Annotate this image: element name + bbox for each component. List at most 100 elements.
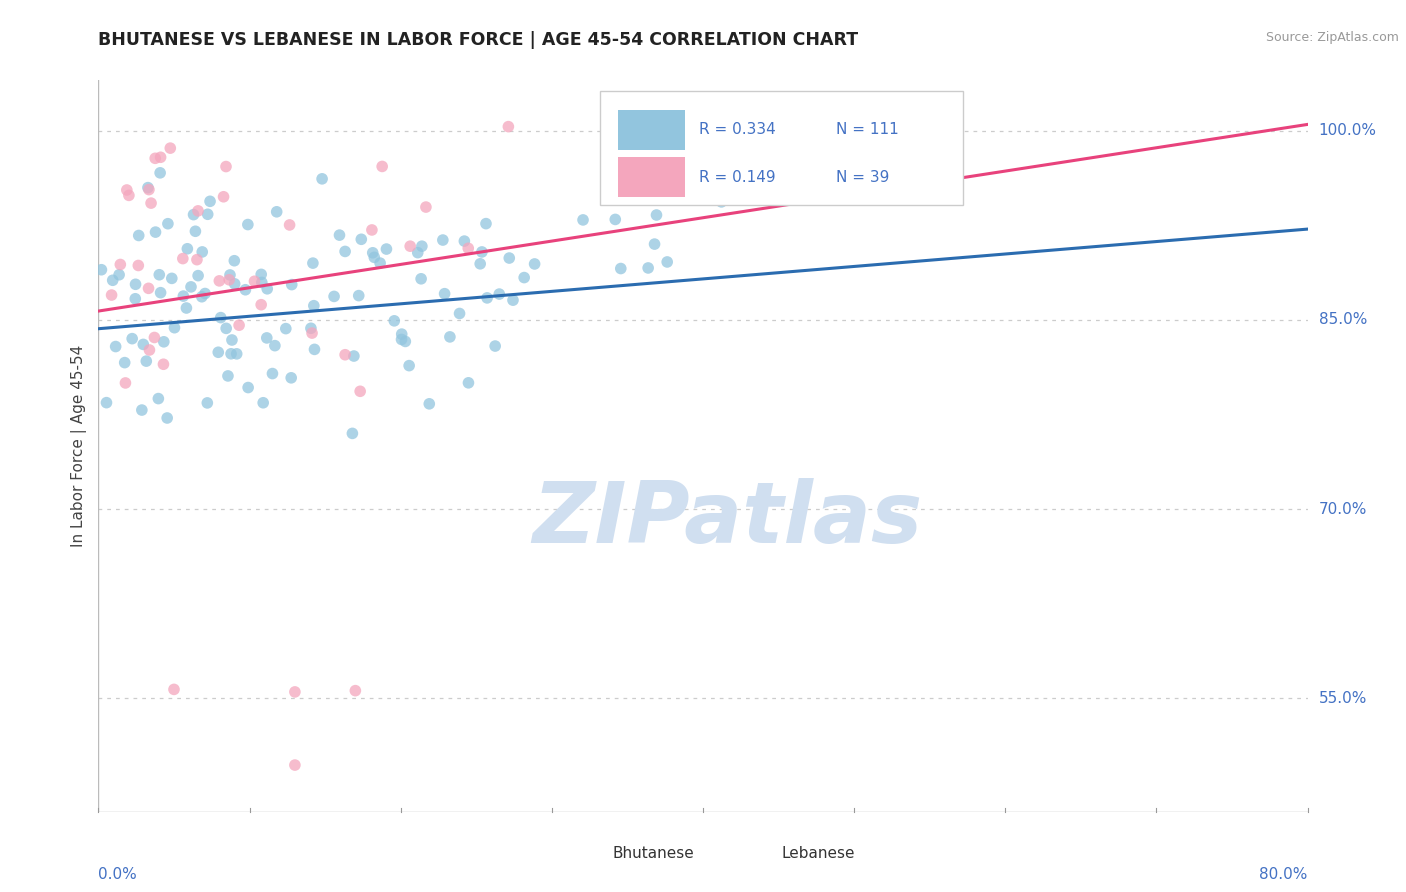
Point xyxy=(215,160,238,174)
Point xyxy=(127,259,149,273)
Text: Bhutanese: Bhutanese xyxy=(612,846,695,861)
Point xyxy=(236,380,259,394)
Point xyxy=(411,239,433,253)
Point xyxy=(212,190,235,204)
Point xyxy=(236,218,259,232)
Point xyxy=(484,339,506,353)
Text: Lebanese: Lebanese xyxy=(782,846,855,861)
Point xyxy=(302,256,325,270)
Text: Source: ZipAtlas.com: Source: ZipAtlas.com xyxy=(1265,31,1399,45)
Point xyxy=(304,343,326,357)
Point xyxy=(215,321,238,335)
Point xyxy=(394,334,416,349)
Point xyxy=(710,194,733,209)
Point xyxy=(475,291,498,305)
Point xyxy=(198,194,221,209)
Point xyxy=(361,223,384,237)
Point xyxy=(256,282,278,296)
Point xyxy=(301,326,323,340)
Point xyxy=(250,268,273,282)
Point xyxy=(136,180,159,194)
Point xyxy=(184,224,207,238)
Point xyxy=(187,203,209,218)
Point xyxy=(228,318,250,333)
Point xyxy=(323,289,346,303)
Point xyxy=(138,281,160,295)
Point xyxy=(217,368,239,383)
Point xyxy=(266,204,288,219)
Point xyxy=(153,334,176,349)
Point xyxy=(121,332,143,346)
Point xyxy=(262,367,284,381)
Point xyxy=(219,347,242,361)
Point xyxy=(250,298,273,312)
Point xyxy=(433,286,456,301)
Point xyxy=(278,218,301,232)
Point xyxy=(256,331,278,345)
Point xyxy=(195,396,218,410)
FancyBboxPatch shape xyxy=(600,91,963,204)
Point xyxy=(187,268,209,283)
Point xyxy=(221,333,243,347)
Point xyxy=(180,280,202,294)
Point xyxy=(163,320,186,334)
Point xyxy=(280,277,302,292)
Point xyxy=(138,343,160,357)
Point xyxy=(274,321,297,335)
Point xyxy=(138,183,160,197)
Point xyxy=(382,314,405,328)
Point xyxy=(498,251,520,265)
Point xyxy=(132,337,155,351)
Point xyxy=(311,171,333,186)
Point xyxy=(115,183,138,197)
Point xyxy=(114,356,136,370)
Point xyxy=(160,271,183,285)
Text: 80.0%: 80.0% xyxy=(1260,867,1308,881)
Point xyxy=(96,395,118,409)
Point xyxy=(418,397,440,411)
Point xyxy=(415,200,437,214)
Point xyxy=(449,306,471,320)
Point xyxy=(156,411,179,425)
Point xyxy=(176,301,198,315)
Point xyxy=(128,228,150,243)
Point xyxy=(361,245,384,260)
Point xyxy=(513,270,536,285)
Point xyxy=(163,682,186,697)
Point xyxy=(219,268,242,282)
Point xyxy=(299,321,322,335)
Point xyxy=(183,208,205,222)
Point xyxy=(349,384,371,399)
Point xyxy=(186,252,208,267)
Point xyxy=(197,207,219,221)
Point xyxy=(148,392,170,406)
Text: N = 39: N = 39 xyxy=(837,170,890,185)
Point xyxy=(284,685,307,699)
Point xyxy=(110,258,132,272)
Point xyxy=(391,327,413,342)
Point xyxy=(284,758,307,772)
Point xyxy=(399,239,422,253)
Point xyxy=(391,333,413,347)
Point xyxy=(605,212,627,227)
Point xyxy=(101,273,124,287)
Point xyxy=(224,277,246,291)
Point xyxy=(209,310,232,325)
Point xyxy=(172,289,194,303)
Point xyxy=(148,268,170,282)
Point xyxy=(350,232,373,246)
Text: R = 0.334: R = 0.334 xyxy=(699,122,776,136)
Point xyxy=(225,347,247,361)
Point xyxy=(457,376,479,390)
Point xyxy=(342,426,364,441)
FancyBboxPatch shape xyxy=(727,843,769,865)
Point xyxy=(406,245,429,260)
Point xyxy=(398,359,420,373)
Point xyxy=(470,257,492,271)
Point xyxy=(328,228,350,243)
Y-axis label: In Labor Force | Age 45-54: In Labor Force | Age 45-54 xyxy=(72,345,87,547)
FancyBboxPatch shape xyxy=(619,157,685,197)
Point xyxy=(194,286,217,301)
Point xyxy=(523,257,546,271)
Point xyxy=(411,272,433,286)
